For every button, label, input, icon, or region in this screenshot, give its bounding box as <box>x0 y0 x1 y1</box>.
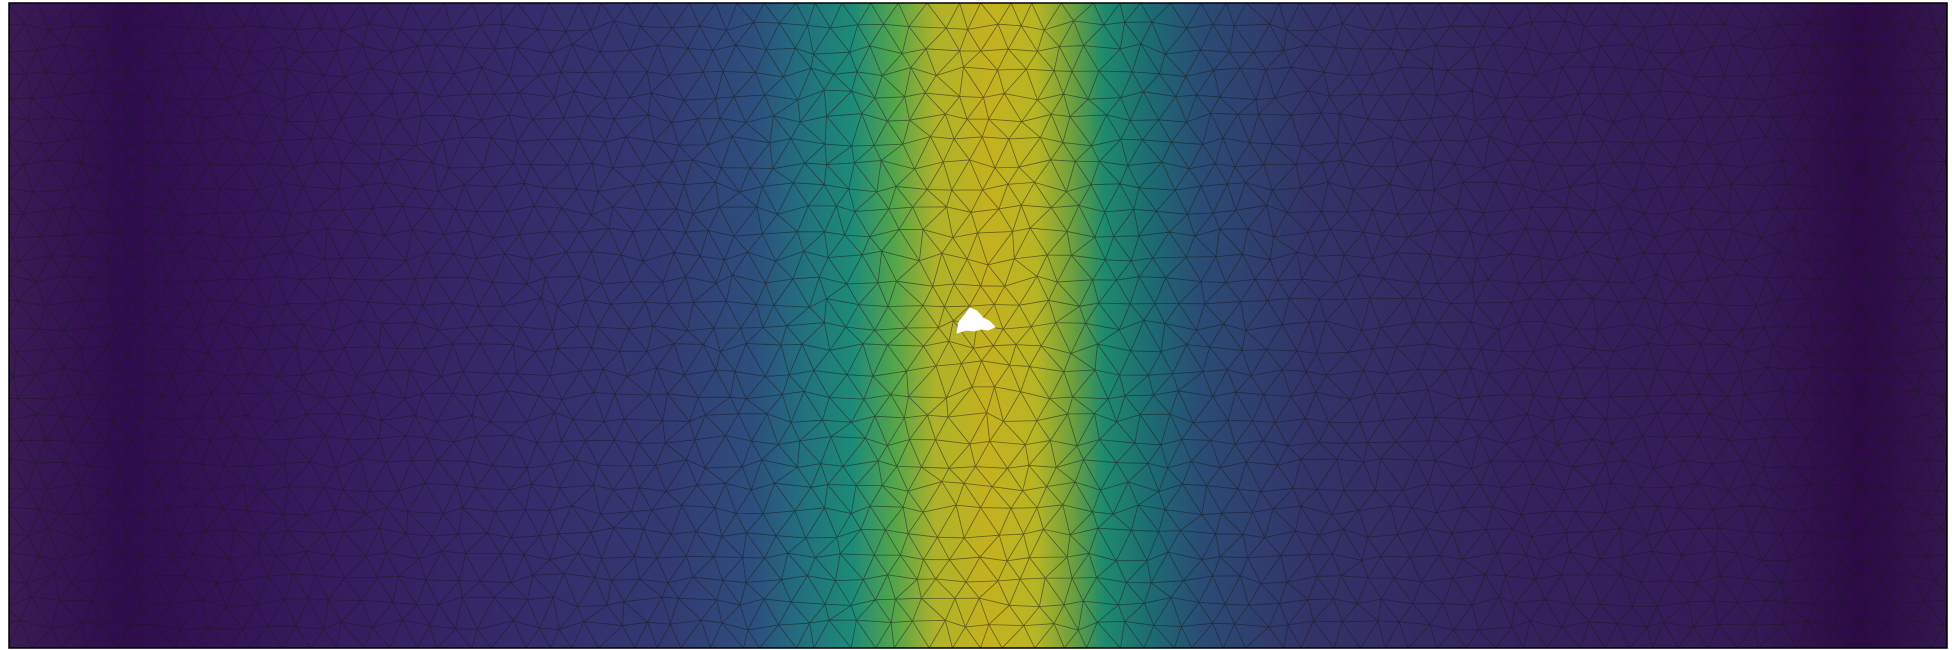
plot-frame <box>8 2 1948 649</box>
mesh-hole <box>956 307 996 334</box>
mesh-edges <box>9 3 1947 648</box>
triangle-mesh <box>9 3 1947 648</box>
field-area <box>9 3 1947 648</box>
